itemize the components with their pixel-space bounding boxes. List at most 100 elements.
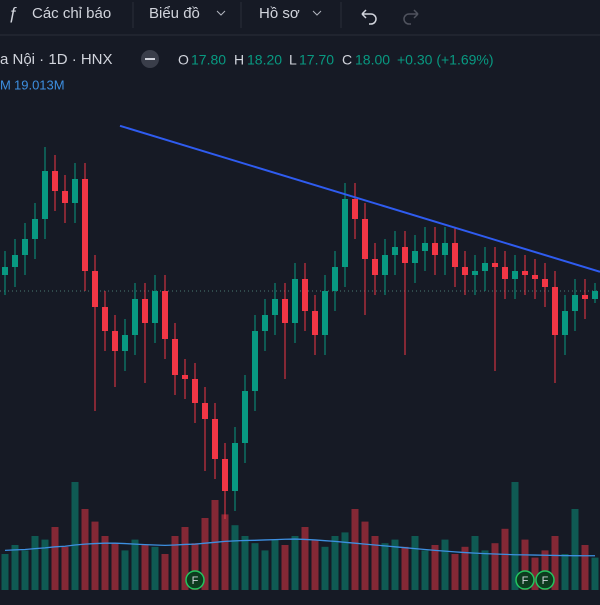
low-value: 17.70 — [299, 52, 334, 68]
volume-bar — [461, 546, 469, 590]
candle-body — [242, 391, 248, 443]
volume-bar — [181, 527, 189, 590]
event-label: F — [522, 575, 529, 587]
fx-icon[interactable]: ƒ — [8, 3, 17, 22]
candle-body — [102, 307, 108, 331]
candle-body — [592, 291, 598, 299]
candle-body — [52, 171, 58, 191]
volume-bar — [61, 546, 69, 590]
volume-bar — [451, 554, 459, 590]
volume-bar — [221, 514, 229, 590]
volume-bar — [521, 539, 529, 590]
indicators-button[interactable]: Các chỉ báo — [32, 5, 111, 22]
volume-bar — [1, 554, 9, 590]
volume-bar — [511, 482, 519, 590]
volume-bar — [261, 550, 269, 590]
candle-body — [342, 199, 348, 267]
candle-body — [12, 255, 18, 267]
candle-body — [562, 311, 568, 335]
candle-body — [322, 291, 328, 335]
event-marker[interactable] — [515, 570, 535, 590]
low-label: L — [289, 52, 297, 68]
candle-body — [332, 267, 338, 291]
volume-bar — [271, 539, 279, 590]
candle-body — [182, 375, 188, 379]
volume-bar — [251, 543, 259, 590]
volume-bar — [131, 539, 139, 590]
candle-body — [402, 247, 408, 263]
candle-body — [412, 251, 418, 263]
candle-body — [112, 331, 118, 351]
volume-ma-line — [4, 538, 596, 557]
open-label: O — [178, 52, 189, 68]
candle-body — [202, 403, 208, 419]
candle-body — [32, 219, 38, 239]
chart-button[interactable]: Biểu đồ — [149, 5, 200, 22]
volume-bar — [571, 509, 579, 590]
candle-body — [372, 259, 378, 275]
volume-bar — [301, 527, 309, 590]
profile-button[interactable]: Hồ sơ — [259, 5, 300, 22]
candle-body — [512, 271, 518, 279]
candle-body — [552, 287, 558, 335]
candle-body — [172, 339, 178, 375]
undo-button[interactable] — [361, 9, 377, 25]
volume-bar — [431, 545, 439, 590]
volume-bar — [481, 550, 489, 590]
event-marker[interactable] — [185, 570, 205, 590]
candle-body — [262, 315, 268, 331]
event-label: F — [542, 575, 549, 587]
candle-body — [292, 279, 298, 323]
volume-bar — [31, 536, 39, 590]
volume-bar — [531, 557, 539, 590]
volume-bar — [231, 525, 239, 590]
candle-body — [492, 263, 498, 267]
candle-body — [522, 271, 528, 275]
candle-body — [122, 335, 128, 351]
candle-body — [142, 299, 148, 323]
redo-button[interactable] — [403, 9, 419, 25]
open-value: 17.80 — [191, 52, 226, 68]
volume-bar — [391, 539, 399, 590]
volume-bar — [171, 536, 179, 590]
candle-body — [582, 295, 588, 299]
toolbar: ƒ Các chỉ báo Biểu đồ Hồ sơ — [0, 2, 600, 36]
volume-bar — [341, 532, 349, 590]
candle-body — [2, 267, 8, 275]
volume-bar — [551, 536, 559, 590]
candle-body — [352, 199, 358, 219]
volume-label: M — [0, 77, 11, 92]
candle-body — [282, 299, 288, 323]
candle-body — [572, 295, 578, 311]
candle-body — [312, 311, 318, 335]
volume-bar — [71, 482, 79, 590]
minus — [145, 58, 155, 60]
volume-bar — [591, 557, 599, 590]
volume-bar — [411, 536, 419, 590]
legend: a Nội · 1D · HNX O 17.80 H 18.20 L 17.70… — [0, 50, 494, 92]
volume-bar — [201, 518, 209, 590]
candle-body — [62, 191, 68, 203]
event-marker[interactable] — [535, 570, 555, 590]
candle-body — [532, 275, 538, 279]
volume-bar — [241, 536, 249, 590]
trendline — [119, 124, 600, 273]
candle-body — [382, 255, 388, 275]
high-label: H — [234, 52, 244, 68]
volume-bar — [441, 539, 449, 590]
candle-body — [302, 279, 308, 311]
candle-body — [462, 267, 468, 275]
volume-bar — [311, 539, 319, 590]
volume-bar — [91, 521, 99, 590]
close-label: C — [342, 52, 352, 68]
candle-body — [162, 291, 168, 339]
volume-bar — [361, 521, 369, 590]
volume-bar — [11, 545, 19, 590]
volume-bar — [291, 536, 299, 590]
candle-body — [152, 291, 158, 323]
candle-body — [42, 171, 48, 219]
volume-bar — [471, 536, 479, 590]
candle-body — [542, 279, 548, 287]
